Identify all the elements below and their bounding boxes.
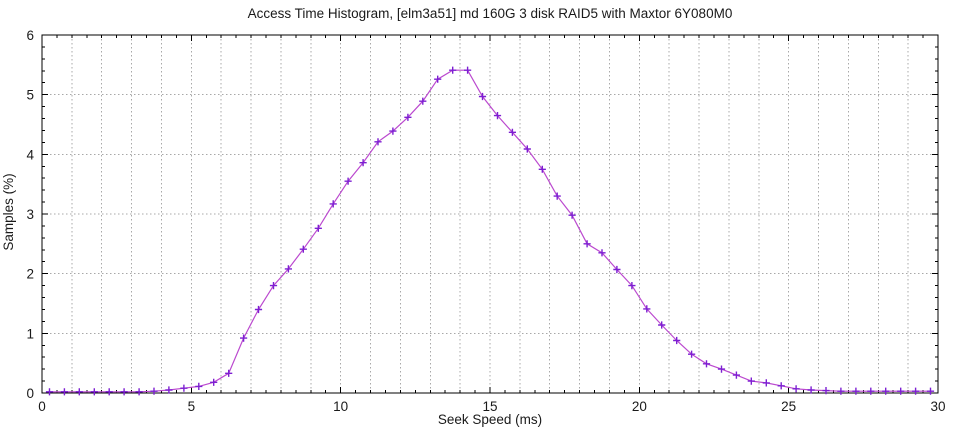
x-tick-label: 30 (930, 399, 945, 414)
x-tick-label: 25 (781, 399, 796, 414)
y-tick-label: 5 (26, 88, 34, 103)
y-tick-label: 0 (26, 386, 34, 401)
x-tick-label: 20 (632, 399, 647, 414)
y-tick-label: 6 (26, 28, 34, 43)
x-tick-label: 5 (188, 399, 196, 414)
series-access-time (45, 66, 935, 396)
x-tick-label: 15 (482, 399, 497, 414)
plus-markers (45, 66, 935, 396)
y-axis-label: Samples (%) (1, 173, 16, 250)
y-tick-label: 1 (26, 326, 34, 341)
y-tick-label: 3 (26, 207, 34, 222)
chart-title: Access Time Histogram, [elm3a51] md 160G… (248, 6, 733, 21)
x-tick-label: 10 (333, 399, 348, 414)
x-tick-label: 0 (38, 399, 46, 414)
gridlines (42, 35, 938, 393)
y-tick-label: 4 (26, 147, 34, 162)
y-tick-label: 2 (26, 267, 34, 282)
tick-labels: 0 5 10 15 20 25 30 0 1 2 3 4 5 6 (26, 28, 945, 414)
x-axis-label: Seek Speed (ms) (438, 412, 542, 427)
